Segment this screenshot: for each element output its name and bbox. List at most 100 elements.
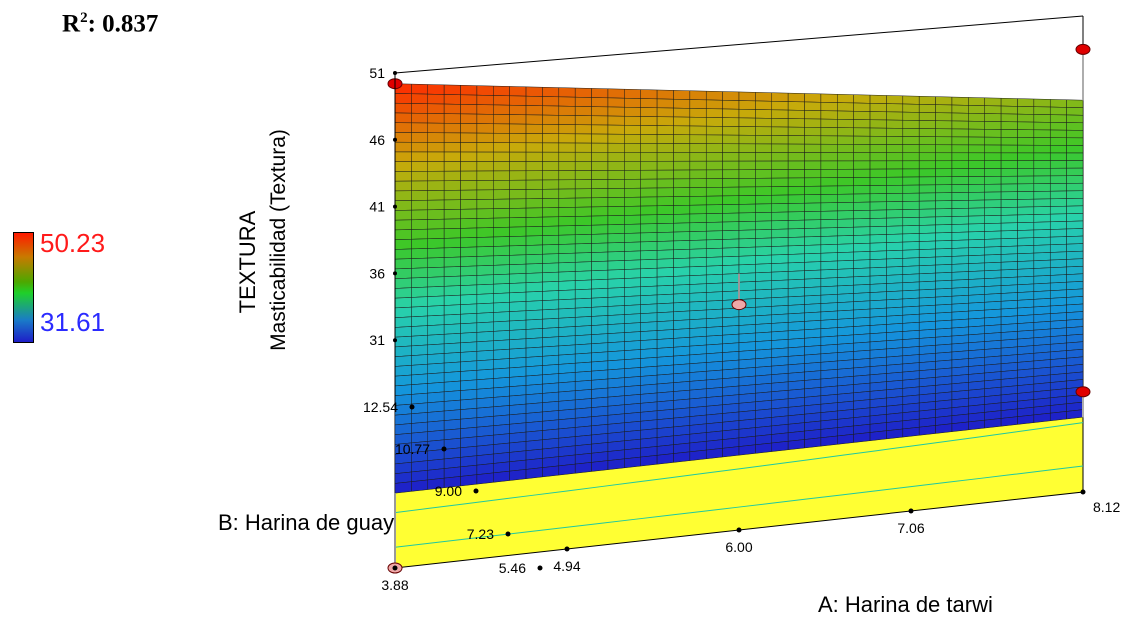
surface-cell	[1066, 107, 1084, 116]
surface-cell	[771, 330, 789, 341]
surface-cell	[476, 104, 494, 115]
surface-cell	[427, 372, 445, 384]
surface-cell	[574, 224, 592, 236]
surface-cell	[853, 308, 871, 319]
surface-cell	[820, 152, 838, 162]
surface-cell	[853, 201, 871, 211]
surface-cell	[476, 199, 494, 210]
surface-cell	[525, 235, 543, 246]
surface-cell	[476, 387, 494, 400]
surface-cell	[542, 124, 560, 134]
surface-cell	[918, 112, 936, 121]
surface-cell	[525, 374, 543, 386]
surface-cell	[525, 328, 543, 340]
surface-cell	[755, 442, 773, 454]
surface-cell	[394, 413, 412, 426]
surface-cell	[542, 253, 560, 264]
surface-cell	[787, 295, 805, 306]
surface-cell	[705, 282, 723, 293]
surface-cell	[443, 256, 461, 268]
surface-cell	[787, 186, 805, 196]
surface-cell	[509, 161, 527, 172]
surface-cell	[1017, 329, 1035, 340]
surface-cell	[1049, 274, 1067, 284]
surface-cell	[509, 263, 527, 275]
surface-cell	[984, 254, 1002, 264]
surface-cell	[935, 152, 953, 162]
surface-cell	[624, 223, 641, 234]
surface-cell	[935, 256, 953, 266]
surface-cell	[869, 291, 887, 302]
surface-cell	[787, 371, 805, 383]
surface-cell	[837, 177, 854, 187]
surface-cell	[1049, 327, 1067, 337]
surface-cell	[591, 206, 609, 217]
surface-cell	[869, 209, 887, 219]
surface-cell	[591, 215, 609, 226]
surface-cell	[918, 280, 936, 291]
surface-cell	[574, 252, 592, 263]
surface-cell	[493, 226, 510, 238]
surface-cell	[443, 399, 461, 412]
surface-cell	[968, 254, 985, 264]
surface-cell	[755, 297, 773, 308]
surface-cell	[558, 188, 576, 199]
surface-cell	[705, 204, 723, 214]
surface-cell	[705, 213, 723, 223]
surface-cell	[558, 105, 576, 116]
surface-cell	[918, 304, 936, 315]
surface-cell	[902, 176, 920, 186]
surface-cell	[411, 363, 429, 376]
surface-cell	[918, 216, 936, 226]
surface-cell	[705, 247, 723, 258]
surface-cell	[1049, 228, 1067, 238]
y-tick-label: 9.00	[435, 483, 462, 499]
surface-cell	[984, 340, 1002, 350]
surface-cell	[820, 319, 838, 329]
surface-cell	[558, 372, 576, 384]
surface-cell	[607, 260, 625, 271]
surface-cell	[853, 218, 871, 228]
surface-cell	[574, 188, 592, 199]
surface-cell	[1066, 167, 1084, 177]
surface-cell	[394, 171, 412, 182]
surface-cell	[624, 367, 641, 378]
surface-cell	[722, 152, 740, 162]
surface-cell	[869, 430, 887, 441]
surface-cell	[918, 192, 936, 202]
surface-cell	[427, 286, 445, 297]
surface-cell	[525, 133, 543, 144]
surface-cell	[1000, 214, 1018, 224]
surface-cell	[656, 107, 674, 118]
surface-cell	[869, 250, 887, 260]
surface-cell	[443, 371, 461, 383]
surface-cell	[787, 245, 805, 255]
surface-cell	[853, 333, 871, 344]
surface-cell	[722, 290, 740, 301]
surface-cell	[574, 297, 592, 309]
surface-cell	[427, 84, 445, 95]
surface-cell	[411, 354, 429, 366]
surface-cell	[804, 361, 822, 373]
surface-cell	[624, 187, 641, 198]
surface-cell	[509, 245, 527, 256]
surface-cell	[525, 356, 543, 368]
surface-cell	[591, 278, 609, 290]
surface-cell	[820, 160, 838, 170]
surface-cell	[427, 151, 445, 162]
surface-cell	[705, 230, 723, 241]
surface-cell	[542, 234, 560, 246]
surface-cell	[951, 295, 969, 305]
surface-cell	[509, 179, 527, 190]
surface-cell	[427, 161, 445, 172]
surface-cell	[673, 143, 691, 153]
surface-cell	[1000, 416, 1018, 427]
surface-cell	[918, 160, 936, 170]
surface-cell	[902, 168, 920, 178]
surface-cell	[787, 380, 805, 391]
surface-cell	[493, 470, 510, 483]
surface-cell	[656, 231, 674, 242]
surface-cell	[820, 110, 838, 120]
surface-cell	[771, 126, 789, 136]
surface-cell	[476, 255, 494, 267]
